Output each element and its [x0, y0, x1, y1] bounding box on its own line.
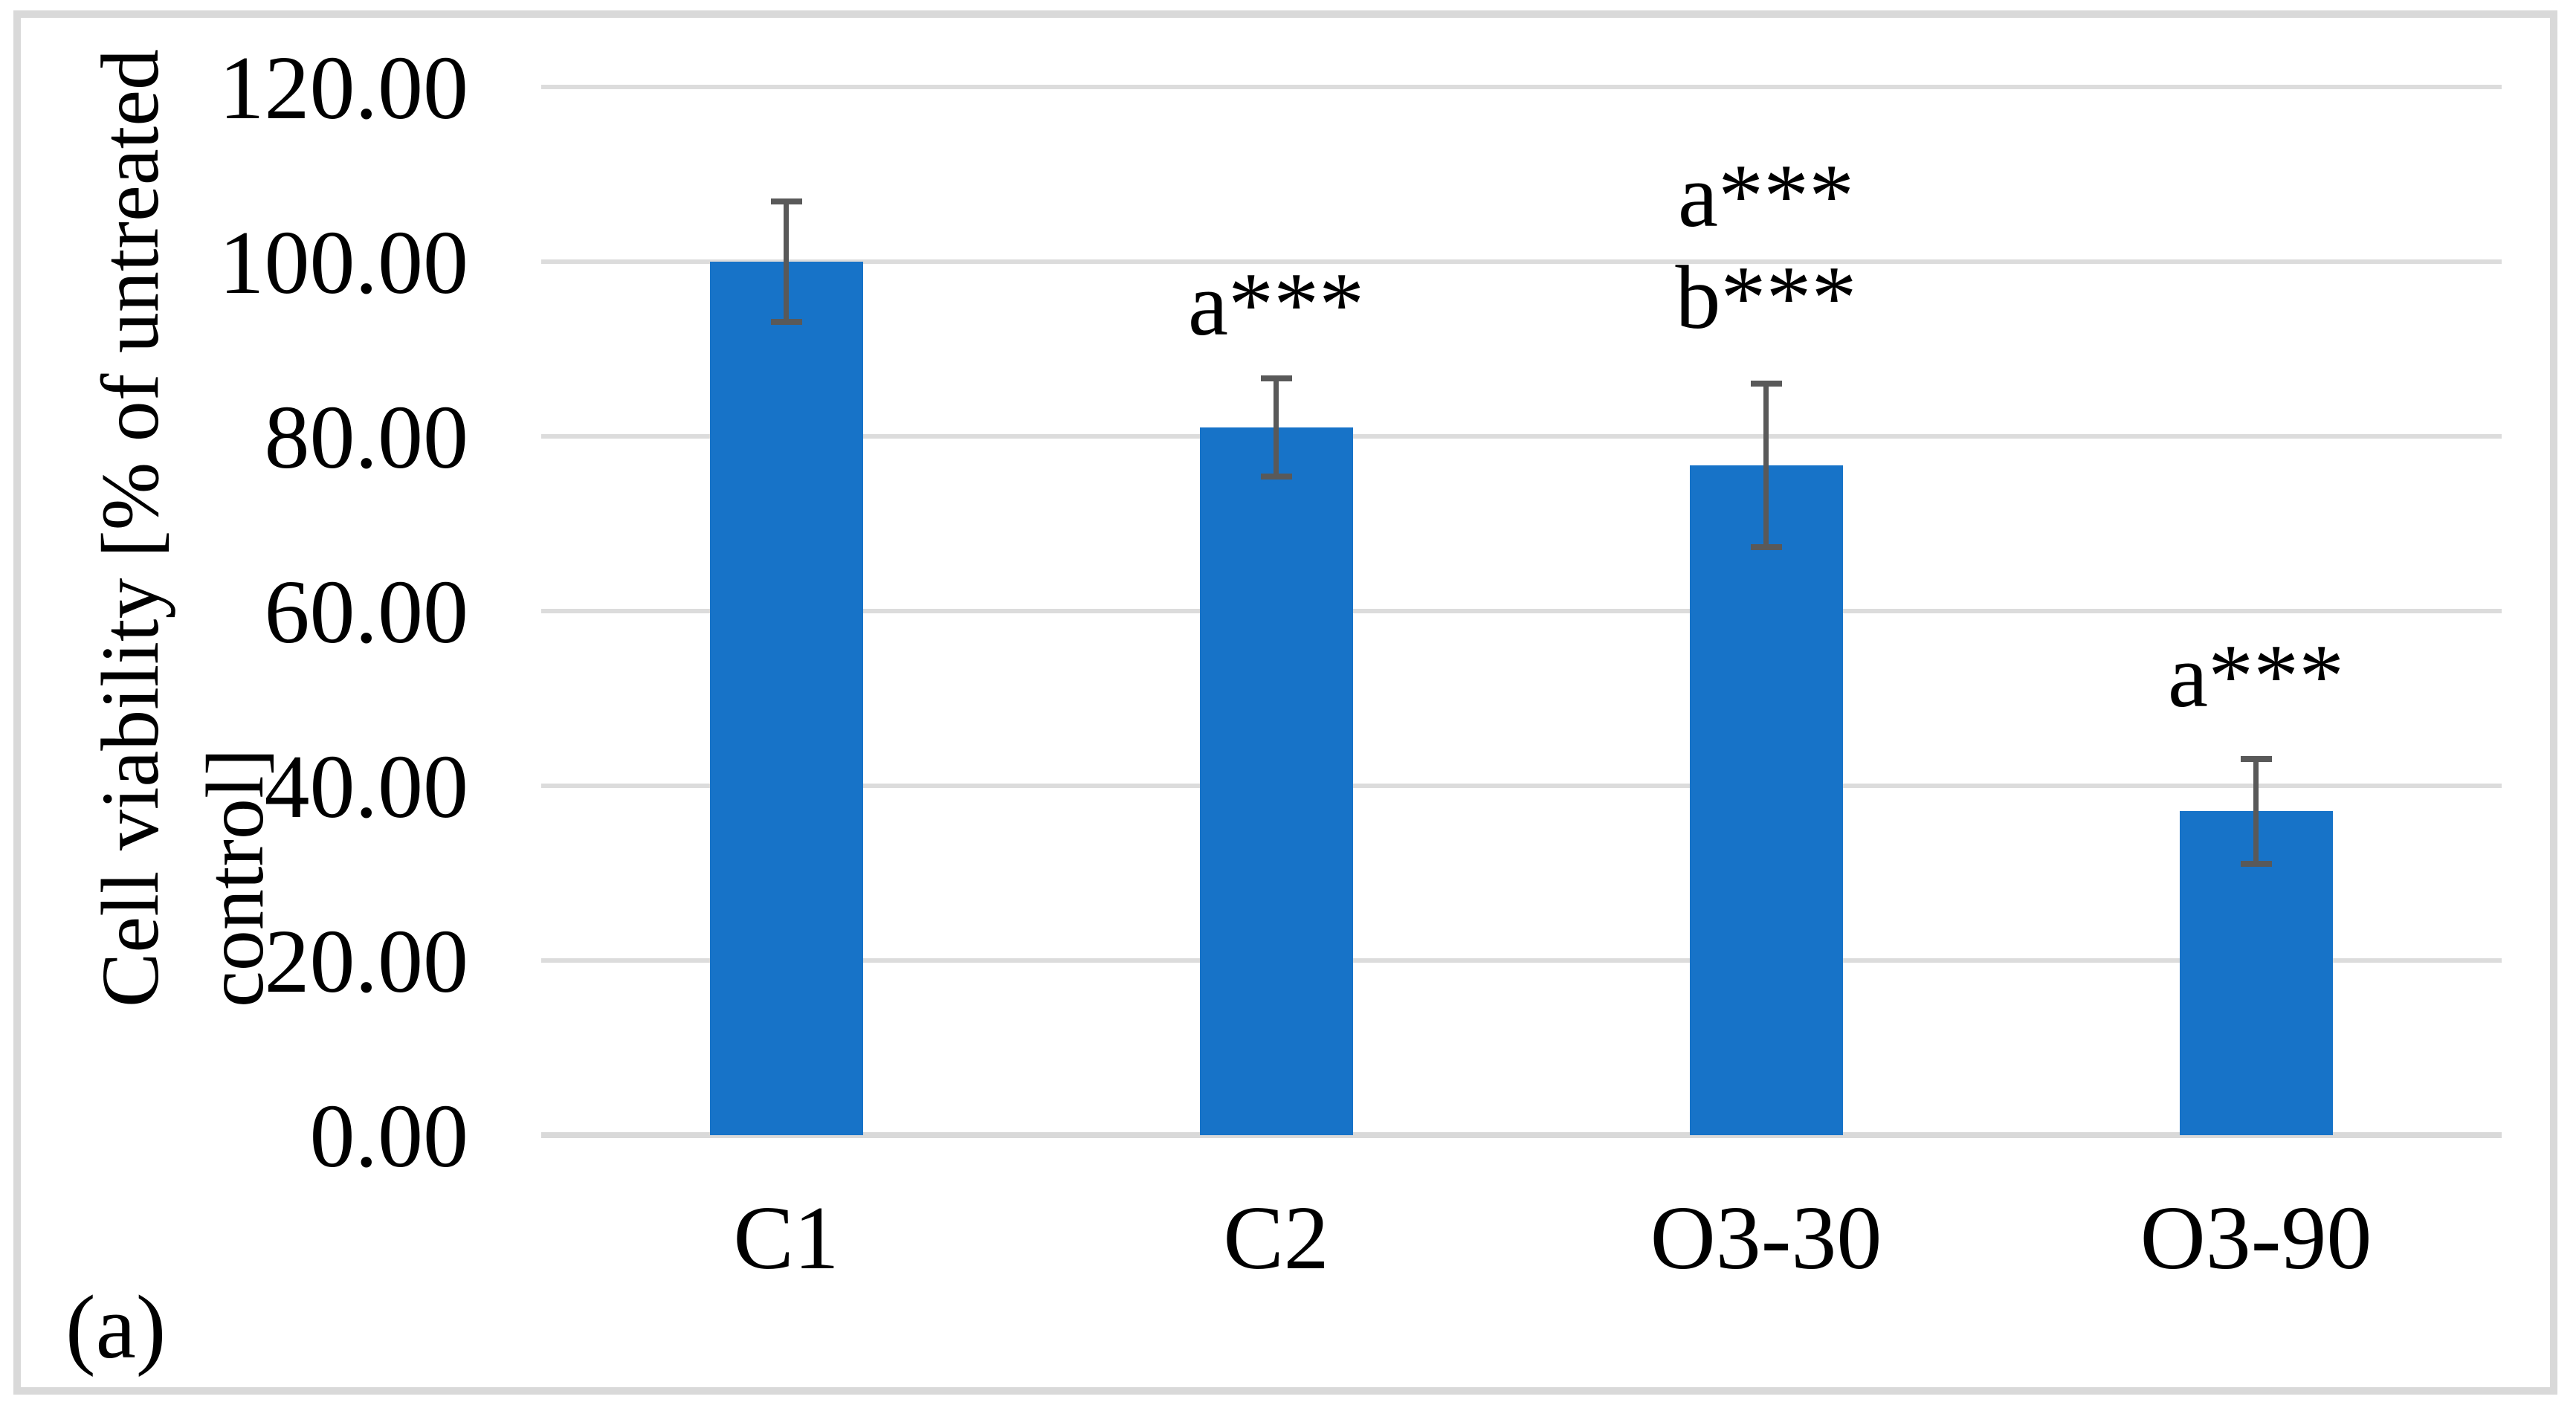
y-tick-label: 100.00: [219, 213, 469, 313]
gridline: [541, 259, 2502, 264]
error-bar: [1274, 375, 1279, 479]
gridline: [541, 434, 2502, 439]
significance-annotation: a*** b***: [1675, 146, 1857, 348]
error-bar: [1763, 380, 1769, 550]
error-bar-cap: [1750, 380, 1782, 387]
x-tick-label: C2: [1223, 1188, 1329, 1288]
error-bar: [2253, 756, 2259, 868]
x-tick-label: O3-30: [1650, 1188, 1882, 1288]
error-bar-cap: [1260, 473, 1292, 479]
corner-label: (a): [65, 1277, 167, 1378]
error-bar-cap: [770, 318, 802, 325]
significance-annotation: a***: [2167, 626, 2345, 726]
error-bar-cap: [770, 198, 802, 205]
error-bar: [784, 198, 789, 325]
y-axis-title: Cell viability [% of untreated control]: [85, 48, 280, 1007]
gridline: [541, 609, 2502, 613]
figure-border: [13, 10, 2557, 1395]
y-tick-label: 40.00: [264, 737, 469, 837]
error-bar-cap: [1750, 543, 1782, 550]
x-tick-label: C1: [733, 1188, 839, 1288]
gridline: [541, 958, 2502, 963]
bar: [1689, 465, 1843, 1135]
error-bar-cap: [1260, 375, 1292, 381]
x-axis-line: [541, 1132, 2502, 1138]
y-tick-label: 80.00: [264, 387, 469, 488]
bar: [1199, 427, 1353, 1135]
gridline: [541, 784, 2502, 788]
error-bar-cap: [2240, 756, 2272, 763]
y-tick-label: 120.00: [219, 38, 469, 138]
y-tick-label: 0.00: [309, 1086, 469, 1186]
error-bar-cap: [2240, 861, 2272, 868]
gridline: [541, 85, 2502, 89]
y-tick-label: 20.00: [264, 911, 469, 1012]
significance-annotation: a***: [1187, 254, 1365, 355]
x-tick-label: O3-90: [2140, 1188, 2372, 1288]
bar: [709, 262, 863, 1135]
y-tick-label: 60.00: [264, 562, 469, 662]
